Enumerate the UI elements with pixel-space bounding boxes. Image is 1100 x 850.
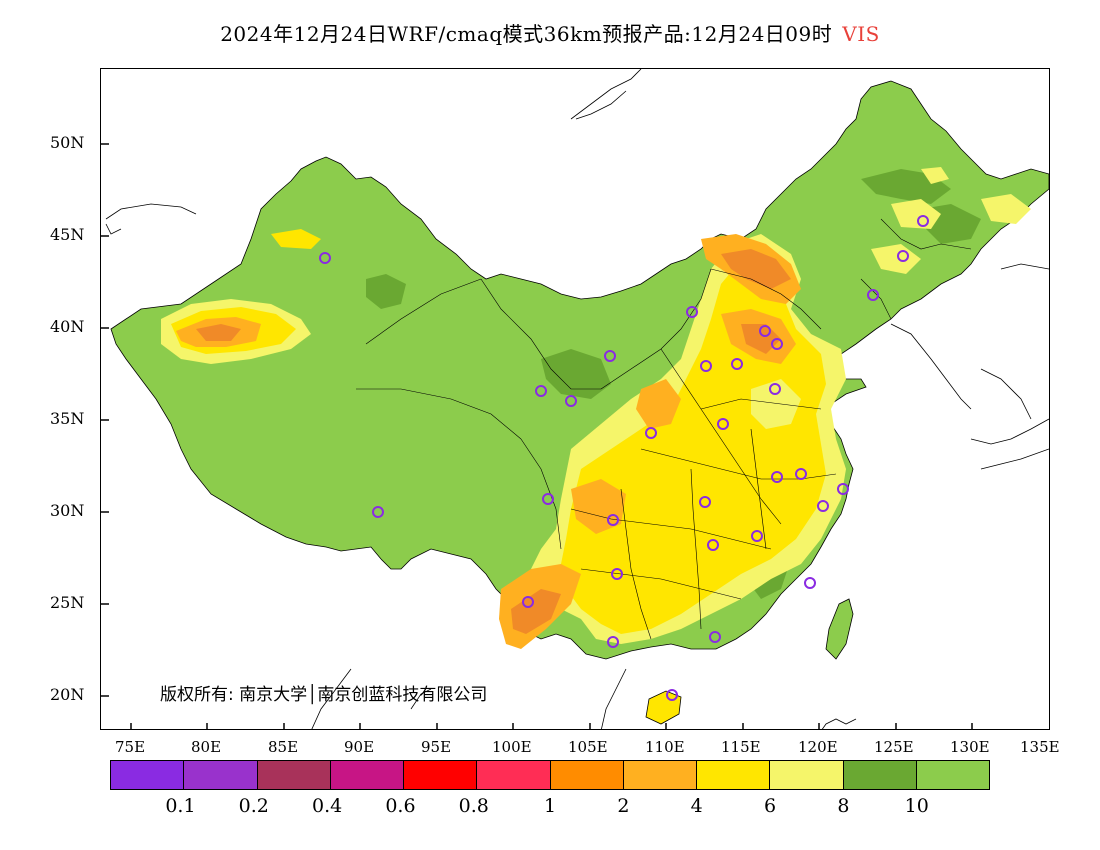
taiwan-island (825, 598, 854, 660)
copyright-notice: 版权所有: 南京大学│南京创蓝科技有限公司 (160, 685, 488, 705)
y-tick-label: 25N (50, 593, 85, 612)
x-tick-label: 130E (950, 738, 990, 756)
chart-title: 2024年12月24日WRF/cmaq模式36km预报产品:12月24日09时 V… (0, 18, 1100, 47)
x-tick-label: 125E (874, 738, 914, 756)
station-marker (795, 468, 807, 480)
y-tick-label: 30N (50, 501, 85, 520)
legend-label: 1 (544, 795, 557, 817)
station-marker (604, 350, 616, 362)
station-marker (607, 514, 619, 526)
xinjiang-visibility (161, 229, 321, 364)
legend-swatch (477, 761, 551, 789)
station-marker (759, 325, 771, 337)
province-borders (356, 218, 972, 640)
station-marker (699, 496, 711, 508)
station-marker (645, 427, 657, 439)
legend-swatch (404, 761, 478, 789)
legend-label: 0.1 (165, 795, 196, 817)
title-main: 2024年12月24日WRF/cmaq模式36km预报产品:12月24日09时 (220, 22, 833, 46)
x-tick-label: 105E (568, 738, 608, 756)
x-tick-label: 115E (721, 738, 761, 756)
legend-swatch (257, 761, 331, 789)
station-marker (319, 252, 331, 264)
y-tick-label: 20N (50, 685, 85, 704)
legend-swatch (843, 761, 917, 789)
station-marker (707, 539, 719, 551)
x-tick-label: 135E (1020, 738, 1060, 756)
station-markers (319, 215, 929, 701)
station-marker (769, 383, 781, 395)
y-tick-label: 35N (50, 409, 85, 428)
station-marker (837, 483, 849, 495)
station-marker (565, 395, 577, 407)
axis-ticks (101, 143, 973, 729)
x-tick-label: 95E (421, 738, 452, 756)
station-marker (804, 577, 816, 589)
station-marker (607, 636, 619, 648)
legend-swatch (770, 761, 844, 789)
title-variable: VIS (842, 22, 880, 46)
legend-swatch (330, 761, 404, 789)
y-tick-label: 45N (50, 225, 85, 244)
x-tick-label: 85E (268, 738, 299, 756)
legend-label: 0.4 (312, 795, 343, 817)
station-marker (771, 338, 783, 350)
legend-label: 6 (764, 795, 777, 817)
station-marker (542, 493, 554, 505)
station-marker (817, 500, 829, 512)
station-marker (686, 306, 698, 318)
station-marker (666, 689, 678, 701)
legend-swatch (550, 761, 624, 789)
station-marker (535, 385, 547, 397)
northeast-visibility (871, 167, 1031, 274)
station-marker (717, 418, 729, 430)
station-marker (731, 358, 743, 370)
hainan-island (645, 690, 682, 725)
legend-label: 8 (837, 795, 850, 817)
legend-label: 10 (904, 795, 929, 817)
x-tick-label: 120E (798, 738, 838, 756)
x-tick-label: 80E (191, 738, 222, 756)
x-tick-label: 100E (492, 738, 532, 756)
legend-swatch (111, 761, 185, 789)
neighbour-coastlines (105, 69, 1049, 729)
legend-swatch (697, 761, 771, 789)
legend-label: 0.2 (238, 795, 269, 817)
map-panel (100, 68, 1050, 730)
station-marker (897, 250, 909, 262)
station-marker (611, 568, 623, 580)
station-marker (700, 360, 712, 372)
station-marker (771, 471, 783, 483)
y-tick-label: 40N (50, 317, 85, 336)
legend-label: 0.6 (385, 795, 416, 817)
legend-swatch (184, 761, 258, 789)
x-tick-label: 90E (344, 738, 375, 756)
legend-swatch (623, 761, 697, 789)
legend-label: 2 (617, 795, 630, 817)
y-tick-label: 50N (50, 133, 85, 152)
station-marker (751, 530, 763, 542)
station-marker (372, 506, 384, 518)
legend-label: 0.8 (458, 795, 489, 817)
station-marker (522, 596, 534, 608)
legend-label: 4 (690, 795, 703, 817)
x-tick-label: 110E (645, 738, 685, 756)
station-marker (867, 289, 879, 301)
legend-swatch (916, 761, 989, 789)
station-marker (709, 631, 721, 643)
x-tick-label: 75E (115, 738, 146, 756)
visibility-map (101, 69, 1049, 729)
color-legend (110, 760, 990, 790)
station-marker (917, 215, 929, 227)
